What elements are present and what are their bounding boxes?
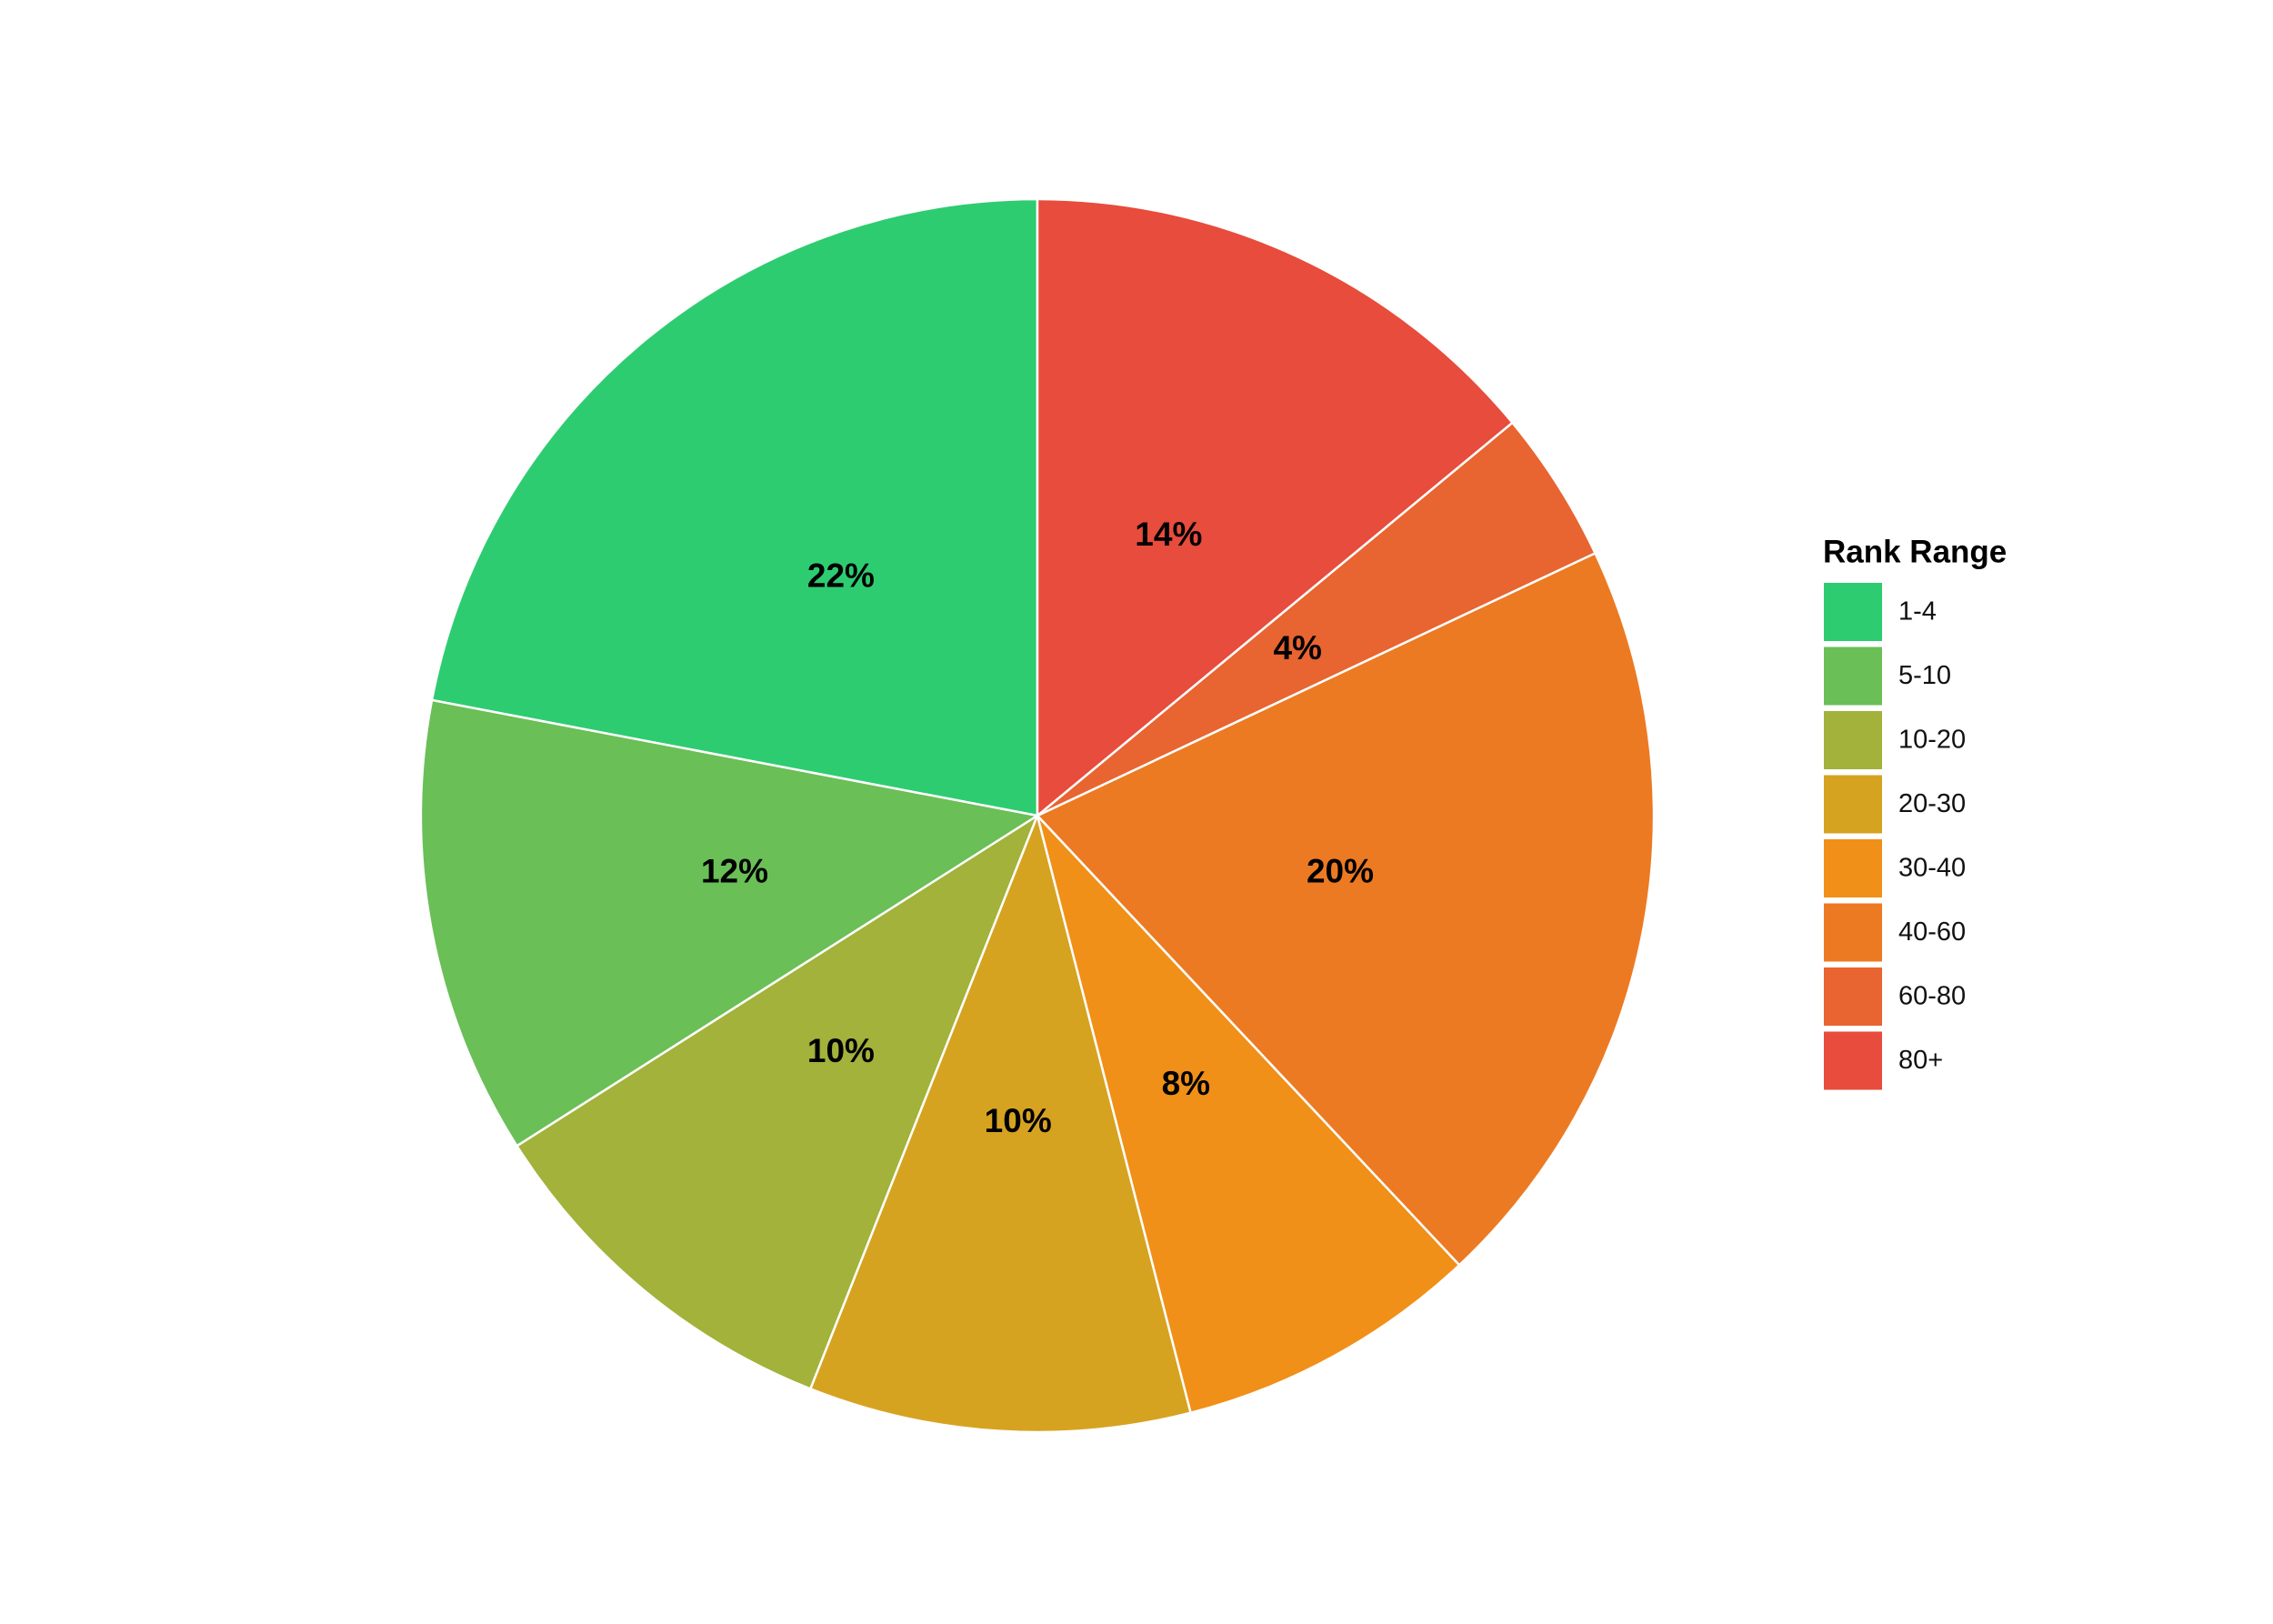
legend-label: 40-60 bbox=[1898, 917, 1966, 947]
legend-label: 1-4 bbox=[1898, 597, 1937, 627]
legend-key bbox=[1824, 647, 1882, 706]
pie-slice bbox=[1036, 197, 1515, 818]
legend-label: 80+ bbox=[1898, 1046, 1943, 1075]
legend-label: 30-40 bbox=[1898, 854, 1966, 883]
legend-key bbox=[1824, 967, 1882, 1026]
legend-key bbox=[1824, 711, 1882, 769]
legend-label: 10-20 bbox=[1898, 726, 1966, 755]
legend-label: 60-80 bbox=[1898, 982, 1966, 1011]
legend-label: 20-30 bbox=[1898, 789, 1966, 818]
slice-label: 12% bbox=[701, 852, 768, 889]
slice-label: 22% bbox=[807, 557, 875, 595]
legend-key bbox=[1824, 583, 1882, 641]
pie-slice bbox=[419, 698, 1041, 1148]
legend: Rank Range 1-4 5-10 10-20 20-30 30-40 40-60 60… bbox=[1823, 534, 2007, 1090]
legend-key bbox=[1824, 1031, 1882, 1090]
legend-key bbox=[1824, 775, 1882, 834]
pie-slice bbox=[1036, 815, 1461, 1415]
slice-label: 10% bbox=[807, 1032, 875, 1069]
slice-label: 20% bbox=[1307, 852, 1374, 889]
legend-key bbox=[1824, 839, 1882, 897]
pie: 22% 12% 10% 10% 8% 20% 4% 14% bbox=[419, 197, 1656, 1434]
slice-label: 10% bbox=[985, 1102, 1052, 1139]
slice-label: 8% bbox=[1162, 1065, 1210, 1102]
pie-slice bbox=[430, 197, 1039, 817]
legend-key bbox=[1824, 903, 1882, 962]
legend-label: 5-10 bbox=[1898, 661, 1951, 690]
slice-label: 4% bbox=[1273, 629, 1321, 667]
pie-slice bbox=[1035, 551, 1656, 1268]
slice-label: 14% bbox=[1135, 516, 1202, 553]
pie-slice bbox=[515, 812, 1040, 1391]
pie-slice bbox=[808, 811, 1193, 1434]
legend-title: Rank Range bbox=[1823, 534, 2007, 569]
